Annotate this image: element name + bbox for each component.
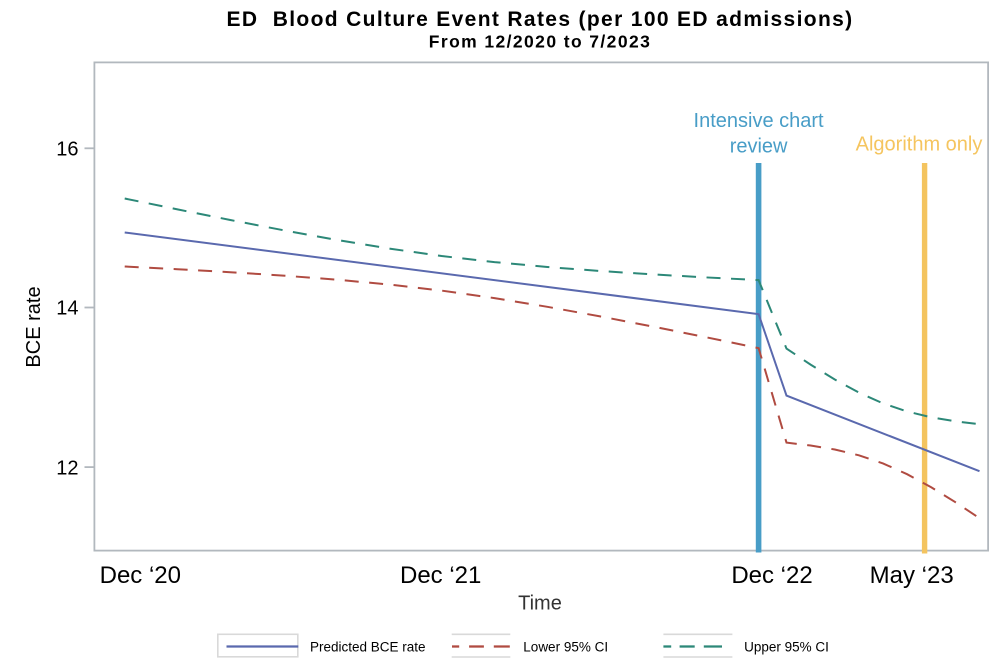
svg-text:Upper 95% CI: Upper 95% CI [744, 639, 829, 654]
svg-text:12: 12 [56, 457, 78, 479]
svg-text:BCE rate: BCE rate [23, 286, 45, 367]
svg-text:Algorithm only: Algorithm only [856, 134, 983, 156]
svg-text:Predicted BCE rate: Predicted BCE rate [310, 639, 426, 654]
svg-text:16: 16 [56, 139, 78, 161]
svg-text:Intensive chart: Intensive chart [694, 110, 825, 132]
svg-text:Dec ‘22: Dec ‘22 [731, 562, 812, 589]
svg-text:May ‘23: May ‘23 [870, 562, 954, 589]
svg-text:Dec ‘21: Dec ‘21 [400, 562, 481, 589]
svg-text:From 12/2020 to 7/2023: From 12/2020 to 7/2023 [429, 32, 651, 52]
svg-text:14: 14 [56, 298, 78, 320]
svg-text:Lower 95% CI: Lower 95% CI [523, 639, 608, 654]
svg-text:Time: Time [518, 593, 562, 615]
svg-text:Dec ‘20: Dec ‘20 [100, 562, 181, 589]
svg-text:ED Blood Culture Event Rates: ED Blood Culture Event Rates (per 100 ED… [226, 8, 853, 31]
svg-text:review: review [730, 135, 788, 157]
